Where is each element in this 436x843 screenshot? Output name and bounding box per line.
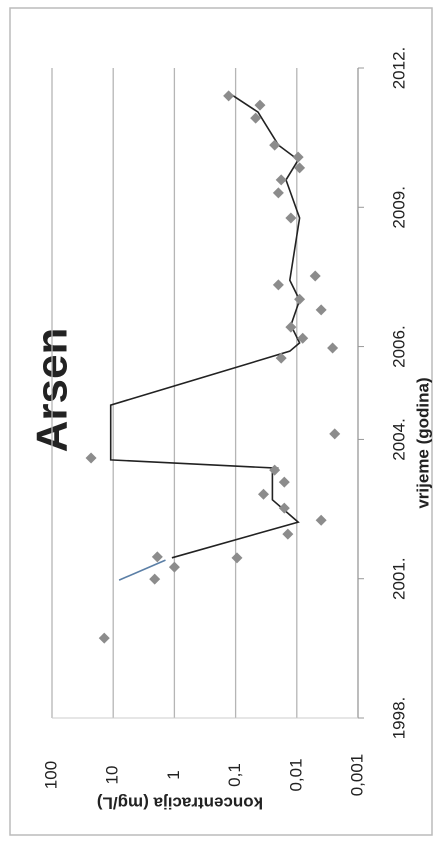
- data-point: [282, 528, 294, 540]
- data-point: [294, 293, 306, 305]
- data-point: [231, 552, 243, 564]
- x-tick-label: 2006.: [389, 325, 408, 368]
- y-tick-label: 10: [103, 766, 122, 785]
- y-tick-label: 0,001: [347, 754, 366, 797]
- data-point: [269, 139, 281, 151]
- data-point: [168, 561, 180, 573]
- y-tick-label: 1: [164, 770, 183, 779]
- data-point: [315, 514, 327, 526]
- data-point: [272, 279, 284, 291]
- x-tick-label: 2001.: [389, 557, 408, 600]
- y-tick-label: 0,01: [286, 758, 305, 791]
- x-tick-label: 2012.: [389, 47, 408, 90]
- data-point: [294, 162, 306, 174]
- data-point: [272, 187, 284, 199]
- x-tick-label: 2004.: [389, 418, 408, 461]
- data-point: [297, 332, 309, 344]
- data-point: [151, 551, 163, 563]
- x-tick-label: 2009.: [389, 186, 408, 229]
- data-point: [149, 573, 161, 585]
- data-point: [285, 212, 297, 224]
- data-point: [327, 342, 339, 354]
- data-point: [258, 488, 270, 500]
- data-point: [254, 99, 266, 111]
- y-tick-label: 0,1: [225, 763, 244, 787]
- data-point: [269, 464, 281, 476]
- data-point: [275, 174, 287, 186]
- data-point: [223, 90, 235, 102]
- data-point: [85, 452, 97, 464]
- data-point: [98, 632, 110, 644]
- data-point: [329, 428, 341, 440]
- data-point: [278, 502, 290, 514]
- chart-frame: [9, 7, 433, 836]
- x-axis-label: vrijeme (godina): [413, 377, 432, 508]
- data-point: [275, 352, 287, 364]
- data-point: [315, 304, 327, 316]
- data-point: [309, 270, 321, 282]
- y-axis-label: koncentracija (mg/L): [97, 794, 263, 813]
- trend-line: [118, 559, 166, 581]
- data-point: [292, 151, 304, 163]
- y-tick-label: 100: [41, 761, 60, 789]
- data-point: [250, 112, 262, 124]
- data-point: [278, 476, 290, 488]
- x-tick-label: 1998.: [389, 697, 408, 740]
- data-point: [285, 321, 297, 333]
